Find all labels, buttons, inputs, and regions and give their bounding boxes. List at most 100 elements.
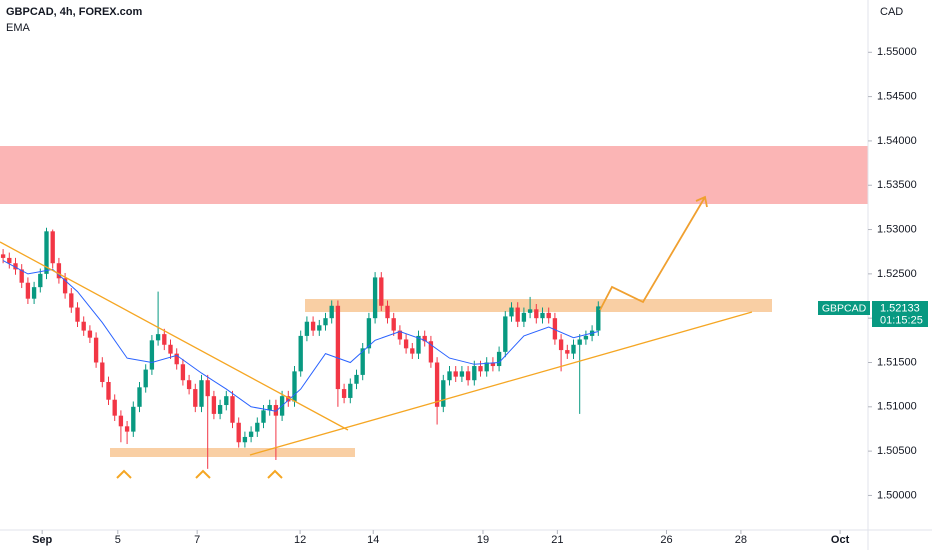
candle-body: [366, 318, 372, 349]
candle-body: [7, 257, 12, 264]
candle-body: [422, 335, 427, 342]
supply-zone: [0, 146, 868, 204]
candle-body: [155, 334, 161, 341]
candle-body: [434, 362, 440, 407]
chevron: [116, 469, 132, 479]
candle-body: [162, 334, 167, 345]
candle-body: [304, 321, 310, 336]
candle-body: [428, 341, 434, 363]
candle-body: [186, 380, 192, 390]
x-tick-label: 12: [294, 534, 306, 546]
candle-body: [180, 364, 186, 381]
candle-body: [242, 436, 248, 443]
candle-body: [490, 362, 496, 367]
candle-body: [534, 309, 539, 319]
projection-path: [599, 196, 706, 311]
candle-body: [193, 389, 198, 407]
candle-body: [112, 399, 117, 416]
up-trendline: [249, 311, 753, 456]
candle-body: [124, 426, 130, 432]
candle-body: [106, 381, 111, 400]
candle-body: [19, 269, 24, 283]
candle-body: [453, 371, 458, 377]
candle-body: [87, 330, 93, 338]
candle-body: [496, 351, 502, 367]
chevron: [267, 469, 283, 479]
x-tick-label: 5: [115, 534, 121, 546]
candle-body: [13, 263, 18, 270]
candle-body: [131, 406, 136, 432]
candle-body: [50, 231, 55, 264]
x-tick-label: 21: [551, 534, 563, 546]
candle-body: [335, 305, 341, 390]
candle-body: [56, 263, 62, 279]
candle-body: [509, 307, 514, 317]
candle-body: [515, 307, 520, 322]
x-tick-label: Oct: [831, 534, 850, 546]
candle-body: [459, 371, 465, 377]
y-tick-label: 1.51000: [877, 401, 917, 413]
candle-body: [478, 366, 483, 372]
candle-body: [230, 396, 235, 423]
candle-body: [503, 316, 508, 352]
candle-body: [118, 415, 124, 427]
x-tick-label: 14: [367, 534, 379, 546]
y-tick-label: 1.50500: [877, 445, 917, 457]
candle-body: [69, 293, 74, 308]
resistance-zone: [305, 299, 772, 312]
candle-body: [360, 348, 365, 375]
candle-body: [329, 305, 334, 319]
chart-title: GBPCAD, 4h, FOREX.com: [6, 6, 143, 18]
candle-body: [248, 431, 254, 437]
symbol-tag: [818, 301, 870, 315]
candle-body: [137, 387, 142, 407]
y-tick-label: 1.52500: [877, 268, 917, 280]
candle-body: [540, 312, 545, 319]
candle-body: [397, 330, 403, 340]
candle-body: [25, 282, 31, 299]
candle-body: [403, 339, 409, 349]
candle-body: [0, 254, 6, 258]
candle-body: [447, 371, 452, 381]
candle-body: [75, 307, 80, 322]
candle-body: [323, 318, 328, 326]
price-tag: GBPCAD 1.52133 01:15:25: [818, 301, 928, 327]
candle-body: [416, 335, 421, 354]
x-tick-label: Sep: [32, 534, 52, 546]
candle-body: [149, 340, 155, 370]
candle-body: [354, 374, 359, 384]
candle-body: [317, 325, 322, 331]
candle-body: [552, 318, 558, 340]
candle-body: [81, 321, 86, 331]
candle-body: [44, 231, 49, 274]
candle-body: [267, 405, 272, 411]
ema-line: [2, 260, 599, 412]
candle-body: [341, 389, 347, 398]
candle-body: [31, 287, 37, 299]
candle-body: [143, 369, 148, 388]
candle-body: [391, 318, 396, 331]
candle-body: [583, 335, 589, 340]
candle-body: [465, 371, 471, 381]
candle-body: [558, 339, 564, 351]
y-tick-label: 1.54000: [877, 135, 917, 147]
last-price-tag: [872, 301, 928, 327]
last-price: 1.52133: [880, 302, 920, 314]
candle-body: [372, 277, 378, 319]
candle-body: [521, 312, 527, 322]
candle-body: [472, 366, 477, 381]
candle-body: [441, 380, 446, 407]
chevron: [195, 469, 211, 479]
candle-body: [211, 396, 217, 414]
candle-body: [38, 273, 43, 288]
candle-body: [379, 277, 384, 306]
x-tick-label: 7: [194, 534, 200, 546]
candles: [0, 227, 601, 469]
candle-body: [199, 380, 204, 407]
y-tick-label: 1.53500: [877, 179, 917, 191]
candle-body: [565, 350, 570, 354]
candle-body: [310, 321, 316, 331]
candle-body: [410, 348, 415, 354]
